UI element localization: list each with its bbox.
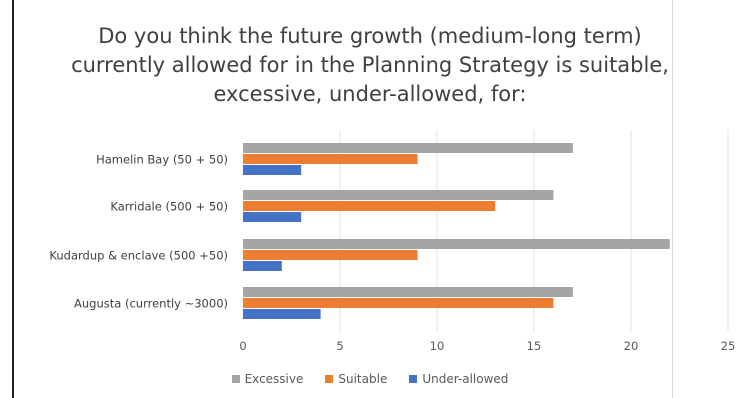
category-label-augusta-currently-3000: Augusta (currently ~3000) — [74, 297, 228, 311]
x-tick-label-20: 20 — [624, 339, 639, 353]
legend-swatch-suitable — [325, 375, 334, 383]
bar-under-allowed-karridale-500-50 — [243, 212, 302, 222]
bar-excessive-hamelin-bay-50-50 — [243, 143, 573, 153]
chart-title: Do you think the future growth (medium-l… — [40, 22, 700, 109]
category-label-karridale-500-50: Karridale (500 + 50) — [110, 200, 228, 214]
bar-suitable-kudardup-enclave-500-50 — [243, 250, 418, 260]
chart-title-line-2: currently allowed for in the Planning St… — [71, 53, 669, 77]
bar-under-allowed-kudardup-enclave-500-50 — [243, 261, 282, 271]
x-tick-label-5: 5 — [336, 339, 343, 353]
legend-label-excessive: Excessive — [244, 372, 304, 386]
legend: Excessive Suitable Under-allowed — [0, 372, 740, 386]
category-label-hamelin-bay-50-50: Hamelin Bay (50 + 50) — [96, 153, 228, 167]
bar-excessive-augusta-currently-3000 — [243, 287, 573, 297]
legend-item-excessive: Excessive — [231, 372, 304, 386]
legend-label-suitable: Suitable — [338, 372, 388, 386]
bar-excessive-karridale-500-50 — [243, 190, 554, 200]
legend-label-under-allowed: Under-allowed — [422, 372, 509, 386]
legend-swatch-excessive — [231, 375, 240, 383]
chart-title-line-3: excessive, under-allowed, for: — [213, 82, 527, 106]
right-border — [672, 0, 673, 398]
x-tick-label-0: 0 — [239, 339, 246, 353]
x-tick-label-25: 25 — [721, 339, 736, 353]
category-label-kudardup-enclave-500-50: Kudardup & enclave (500 +50) — [49, 249, 228, 263]
x-tick-label-10: 10 — [430, 339, 445, 353]
bar-suitable-karridale-500-50 — [243, 201, 496, 211]
bar-under-allowed-hamelin-bay-50-50 — [243, 165, 302, 175]
bar-suitable-hamelin-bay-50-50 — [243, 154, 418, 164]
bar-suitable-augusta-currently-3000 — [243, 298, 554, 308]
x-tick-label-15: 15 — [527, 339, 542, 353]
bar-excessive-kudardup-enclave-500-50 — [243, 239, 670, 249]
bar-under-allowed-augusta-currently-3000 — [243, 309, 321, 319]
legend-item-suitable: Suitable — [325, 372, 387, 386]
legend-item-under-allowed: Under-allowed — [409, 372, 508, 386]
legend-swatch-under-allowed — [409, 375, 418, 383]
chart-title-line-1: Do you think the future growth (medium-l… — [98, 24, 642, 48]
left-border — [12, 0, 14, 398]
